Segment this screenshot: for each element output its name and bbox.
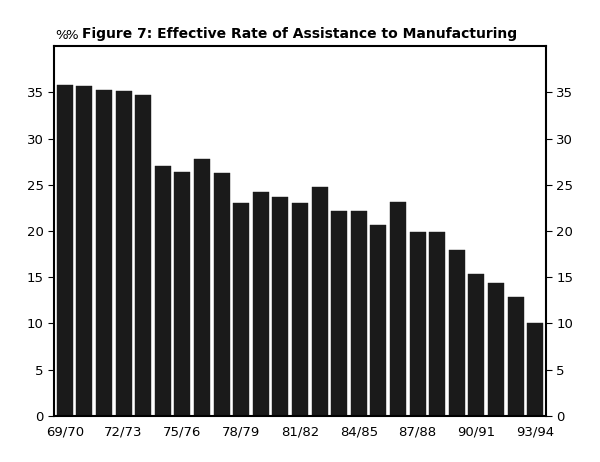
Bar — [508, 297, 524, 416]
Text: %: % — [65, 29, 77, 42]
Bar — [233, 203, 249, 416]
Bar — [527, 323, 543, 416]
Bar — [331, 211, 347, 416]
Bar — [214, 173, 230, 416]
Bar — [76, 86, 92, 416]
Bar — [429, 232, 445, 416]
Bar — [488, 283, 504, 416]
Bar — [311, 187, 328, 416]
Bar — [96, 90, 112, 416]
Title: Figure 7: Effective Rate of Assistance to Manufacturing: Figure 7: Effective Rate of Assistance t… — [82, 27, 518, 41]
Bar — [449, 250, 465, 416]
Bar — [292, 203, 308, 416]
Bar — [194, 159, 210, 416]
Bar — [116, 91, 131, 416]
Bar — [175, 172, 190, 416]
Bar — [253, 192, 269, 416]
Bar — [410, 232, 425, 416]
Bar — [135, 95, 151, 416]
Bar — [351, 211, 367, 416]
Text: %: % — [55, 29, 68, 42]
Bar — [390, 202, 406, 416]
Bar — [370, 225, 386, 416]
Bar — [272, 197, 289, 416]
Bar — [155, 166, 171, 416]
Bar — [57, 85, 73, 416]
Bar — [469, 274, 484, 416]
